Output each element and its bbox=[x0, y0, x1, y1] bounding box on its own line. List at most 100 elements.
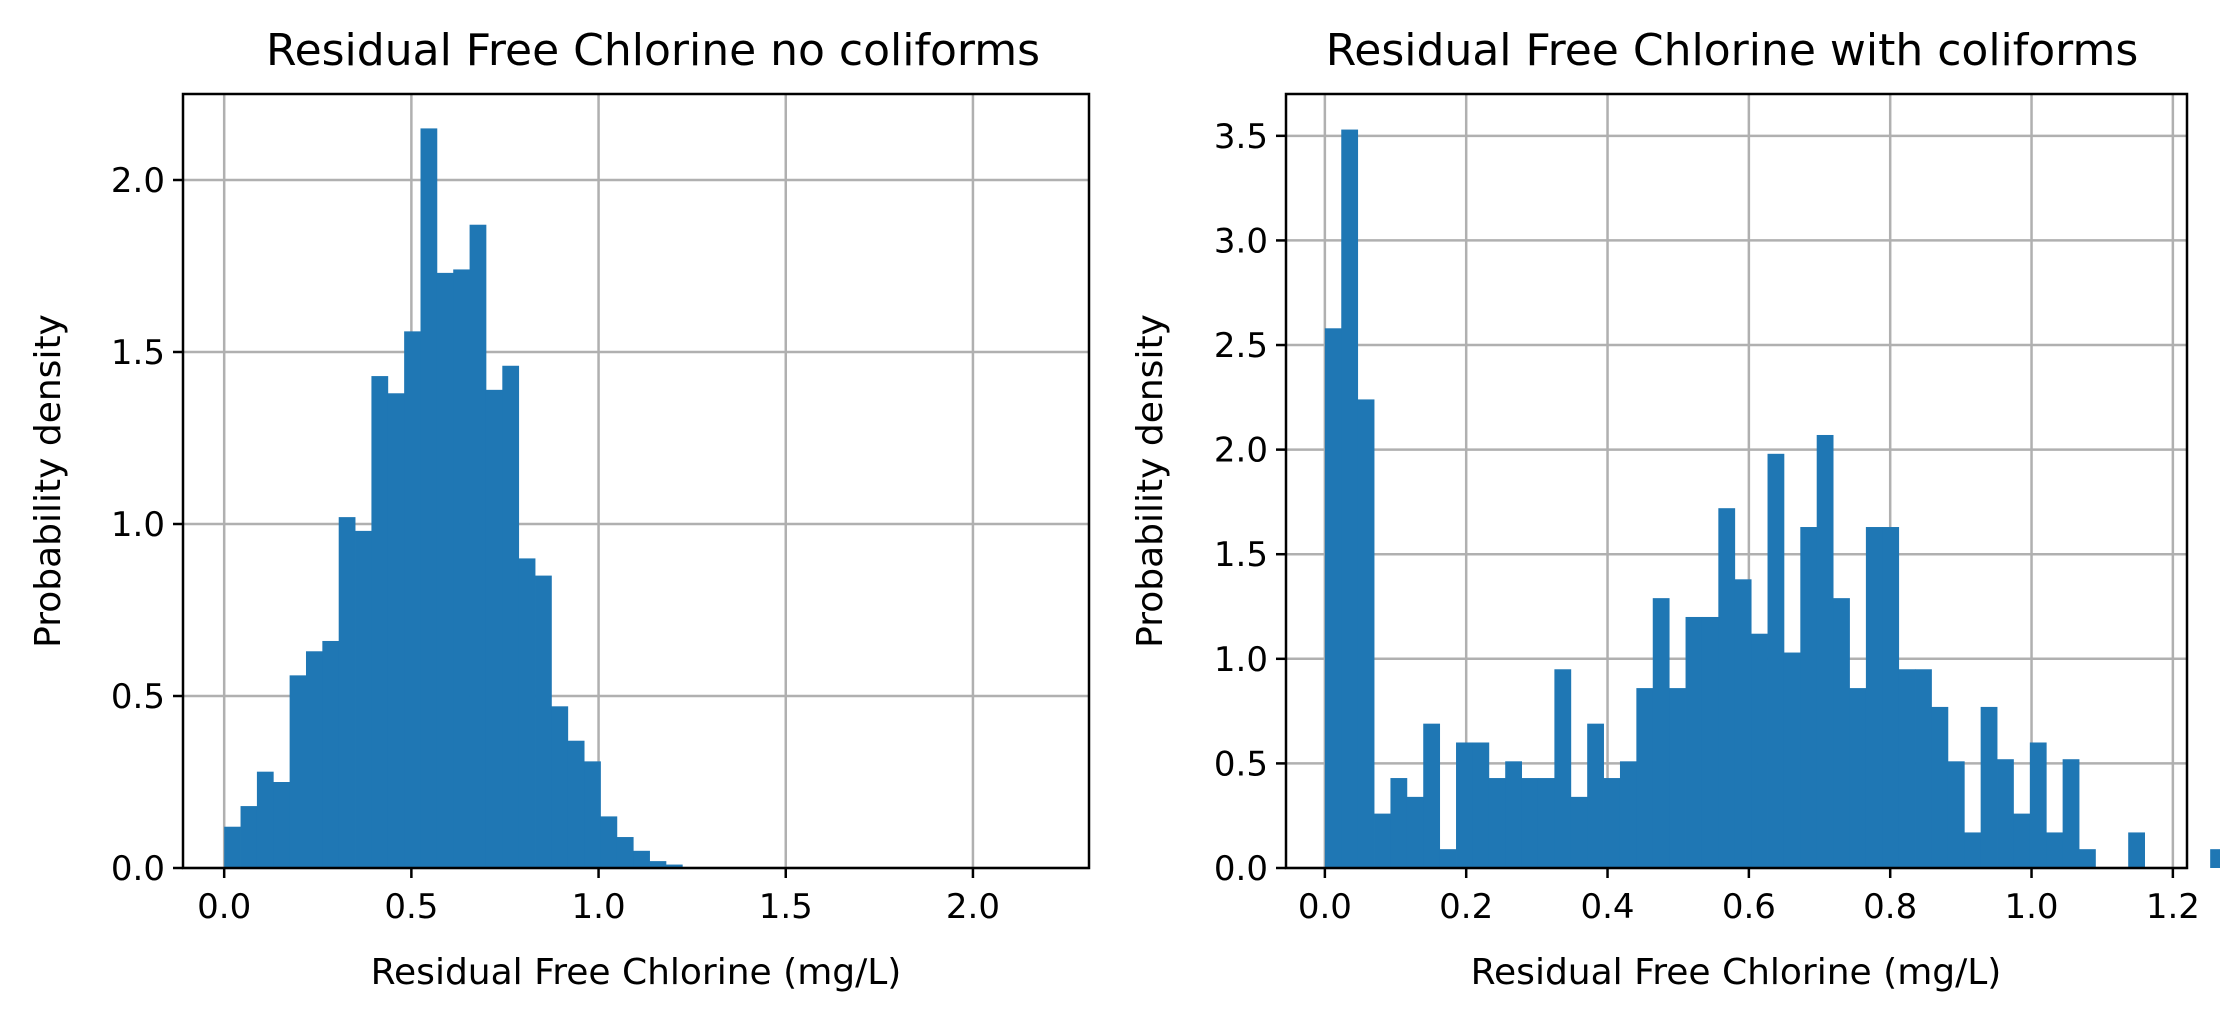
histogram-bar bbox=[2046, 832, 2064, 868]
histogram-bar bbox=[1521, 778, 1539, 868]
histogram-bar bbox=[1390, 778, 1408, 868]
histogram-bars bbox=[224, 128, 683, 869]
histogram-bar bbox=[485, 389, 503, 868]
histogram-bar bbox=[453, 269, 470, 868]
histogram-bar bbox=[240, 806, 258, 868]
histogram-bars bbox=[1324, 129, 2220, 869]
histogram-bar bbox=[224, 826, 241, 868]
histogram-bar bbox=[1734, 579, 1752, 868]
histogram-bar bbox=[2079, 849, 2096, 868]
histogram-bar bbox=[1357, 399, 1375, 868]
histogram-bar bbox=[518, 558, 536, 868]
x-tick-label: 0.4 bbox=[1580, 887, 1634, 927]
histogram-bar bbox=[338, 517, 356, 868]
histogram-bar bbox=[1587, 723, 1604, 868]
y-axis-label: Probability density bbox=[1130, 314, 1171, 648]
x-tick-label: 2.0 bbox=[946, 887, 1000, 927]
y-tick-label: 0.5 bbox=[1214, 744, 1268, 784]
histogram-bar bbox=[1603, 778, 1621, 868]
histogram-bar bbox=[371, 376, 389, 868]
x-tick-label: 1.0 bbox=[572, 887, 626, 927]
y-tick-label: 2.5 bbox=[1214, 326, 1268, 366]
y-tick-label: 3.5 bbox=[1214, 117, 1268, 157]
histogram-bar bbox=[649, 861, 667, 868]
x-tick-label: 0.5 bbox=[384, 887, 438, 927]
histogram-bar bbox=[2128, 832, 2145, 868]
histogram-bar bbox=[1439, 849, 1457, 868]
histogram-bar bbox=[420, 128, 438, 868]
histogram-bar bbox=[1537, 778, 1555, 868]
axis-ticks: 0.0 0.5 1.0 1.5 2.0 0.0 0.5 1.0 1.5 2.0 bbox=[111, 161, 1000, 927]
histogram-bar bbox=[2062, 759, 2080, 868]
histogram-bar bbox=[1472, 742, 1490, 868]
histogram-bar bbox=[1980, 706, 1998, 868]
x-tick-label: 0.8 bbox=[1863, 887, 1917, 927]
histogram-bar bbox=[1456, 742, 1473, 868]
chart-title: Residual Free Chlorine with coliforms bbox=[1326, 25, 2139, 76]
histogram-bar bbox=[567, 740, 585, 868]
histogram-bar bbox=[387, 393, 405, 868]
histogram-bar bbox=[355, 530, 372, 868]
histogram-bar bbox=[1374, 813, 1391, 868]
histogram-bar bbox=[600, 816, 618, 868]
histogram-bar bbox=[404, 331, 421, 868]
x-tick-label: 1.0 bbox=[2004, 887, 2058, 927]
axis-ticks: 0.0 0.2 0.4 0.6 0.8 1.0 1.2 0.0 0.5 1.0 1.5 2.0 2.5 3… bbox=[1214, 117, 2200, 927]
y-tick-label: 1.5 bbox=[1214, 535, 1268, 575]
histogram-bar bbox=[1685, 616, 1703, 868]
histogram-bar bbox=[1751, 633, 1768, 868]
histogram-no-coliforms: Residual Free Chlorine no coliforms 0.0 0… bbox=[28, 25, 1091, 993]
histogram-bar bbox=[1341, 129, 1359, 869]
histogram-bar bbox=[1423, 723, 1441, 868]
histogram-bar bbox=[2210, 849, 2220, 868]
histogram-bar bbox=[1652, 598, 1670, 868]
histogram-bar bbox=[436, 272, 454, 868]
histogram-bar bbox=[1800, 527, 1818, 868]
y-tick-label: 1.0 bbox=[111, 505, 165, 545]
histogram-bar bbox=[1833, 598, 1850, 868]
histogram-bar bbox=[1898, 669, 1916, 868]
histogram-bar bbox=[551, 706, 569, 868]
histogram-bar bbox=[616, 837, 634, 868]
plot-frame bbox=[1284, 92, 2189, 870]
histogram-bar bbox=[502, 365, 520, 868]
chart-title: Residual Free Chlorine no coliforms bbox=[266, 25, 1040, 76]
y-tick-label: 2.0 bbox=[111, 161, 165, 201]
histogram-bar bbox=[1505, 761, 1523, 868]
histogram-bar bbox=[584, 761, 601, 868]
histogram-bar bbox=[1636, 688, 1654, 868]
histogram-bar bbox=[1669, 688, 1686, 868]
y-tick-label: 2.0 bbox=[1214, 431, 1268, 471]
histogram-bar bbox=[1997, 759, 2014, 868]
histogram-bar bbox=[1947, 761, 1965, 868]
histogram-bar bbox=[1882, 527, 1900, 868]
x-axis-label: Residual Free Chlorine (mg/L) bbox=[1471, 952, 2002, 993]
histogram-bar bbox=[1570, 796, 1588, 868]
histogram-bar bbox=[1849, 688, 1867, 868]
histogram-bar bbox=[1767, 453, 1785, 868]
x-tick-label: 1.5 bbox=[759, 887, 813, 927]
histogram-bar bbox=[322, 640, 340, 868]
x-tick-label: 0.2 bbox=[1439, 887, 1493, 927]
histogram-bar bbox=[1915, 669, 1932, 868]
histogram-bar bbox=[1619, 761, 1637, 868]
histogram-bar bbox=[1865, 527, 1883, 868]
y-tick-label: 1.5 bbox=[111, 333, 165, 373]
y-tick-label: 0.0 bbox=[1214, 849, 1268, 889]
histogram-bar bbox=[633, 850, 650, 868]
plot-frame bbox=[181, 92, 1091, 870]
x-tick-label: 1.2 bbox=[2146, 887, 2200, 927]
x-tick-label: 0.0 bbox=[1298, 887, 1352, 927]
histogram-bar bbox=[469, 224, 487, 869]
histogram-bar bbox=[665, 864, 683, 868]
x-tick-label: 0.6 bbox=[1722, 887, 1776, 927]
x-tick-label: 0.0 bbox=[197, 887, 251, 927]
histogram-bar bbox=[1783, 652, 1801, 868]
y-axis-label: Probability density bbox=[28, 314, 69, 648]
histogram-bar bbox=[1931, 706, 1949, 868]
histogram-bar bbox=[2029, 742, 2047, 868]
histogram-bar bbox=[1406, 796, 1424, 868]
histogram-bar bbox=[2013, 813, 2031, 868]
y-tick-label: 0.5 bbox=[111, 677, 165, 717]
